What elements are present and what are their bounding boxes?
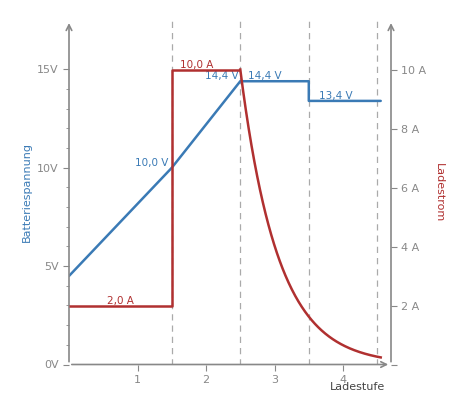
Text: 13,4 V: 13,4 V <box>319 91 352 101</box>
Text: Ladestrom: Ladestrom <box>433 163 443 222</box>
Text: Batteriespannung: Batteriespannung <box>22 143 32 242</box>
Text: Ladestufe: Ladestufe <box>330 382 385 392</box>
Text: 14,4 V: 14,4 V <box>205 71 238 81</box>
Text: 10,0 V: 10,0 V <box>134 158 168 168</box>
Text: 2,0 A: 2,0 A <box>106 296 133 305</box>
Text: 14,4 V: 14,4 V <box>248 71 281 81</box>
Text: 10,0 A: 10,0 A <box>179 60 213 70</box>
